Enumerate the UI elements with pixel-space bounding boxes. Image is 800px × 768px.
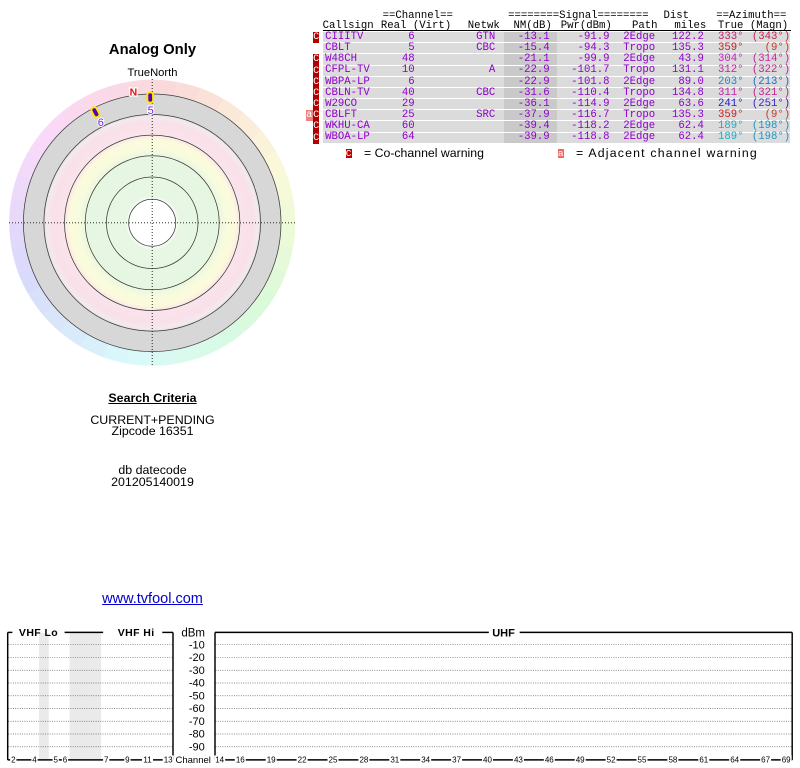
svg-text:58: 58	[668, 756, 677, 765]
svg-text:9: 9	[125, 756, 130, 765]
svg-text:64: 64	[730, 756, 739, 765]
svg-text:6: 6	[98, 117, 104, 129]
svg-text:11: 11	[143, 756, 152, 765]
svg-text:-20: -20	[189, 652, 205, 664]
svg-text:VHF Lo: VHF Lo	[19, 627, 58, 639]
svg-text:34: 34	[421, 756, 430, 765]
svg-text:43: 43	[514, 756, 523, 765]
svg-text:N: N	[130, 86, 138, 98]
svg-text:Channel: Channel	[176, 755, 211, 766]
svg-text:4: 4	[32, 756, 37, 765]
svg-text:40: 40	[483, 756, 492, 765]
svg-text:55: 55	[638, 756, 647, 765]
svg-text:-40: -40	[189, 678, 205, 690]
svg-text:19: 19	[267, 756, 276, 765]
svg-text:UHF: UHF	[492, 627, 515, 639]
svg-text:-10: -10	[189, 639, 205, 651]
svg-text:5: 5	[53, 756, 58, 765]
svg-text:22: 22	[298, 756, 307, 765]
svg-text:-80: -80	[189, 729, 205, 741]
svg-text:67: 67	[761, 756, 770, 765]
svg-text:-70: -70	[189, 716, 205, 728]
svg-text:2: 2	[11, 756, 16, 765]
svg-text:28: 28	[359, 756, 368, 765]
svg-text:-60: -60	[189, 703, 205, 715]
svg-text:37: 37	[452, 756, 461, 765]
svg-text:-90: -90	[189, 741, 205, 753]
svg-text:VHF Hi: VHF Hi	[118, 627, 155, 639]
svg-text:69: 69	[782, 756, 791, 765]
svg-text:5: 5	[148, 105, 154, 117]
svg-text:13: 13	[164, 756, 173, 765]
svg-text:49: 49	[576, 756, 585, 765]
svg-text:16: 16	[236, 756, 245, 765]
svg-text:46: 46	[545, 756, 554, 765]
svg-text:7: 7	[104, 756, 109, 765]
svg-text:dBm: dBm	[181, 628, 205, 640]
svg-text:-50: -50	[189, 690, 205, 702]
svg-text:6: 6	[63, 756, 68, 765]
svg-text:14: 14	[215, 756, 224, 765]
svg-text:61: 61	[699, 756, 708, 765]
svg-text:-30: -30	[189, 665, 205, 677]
svg-text:25: 25	[329, 756, 338, 765]
svg-text:31: 31	[390, 756, 399, 765]
svg-text:52: 52	[607, 756, 616, 765]
